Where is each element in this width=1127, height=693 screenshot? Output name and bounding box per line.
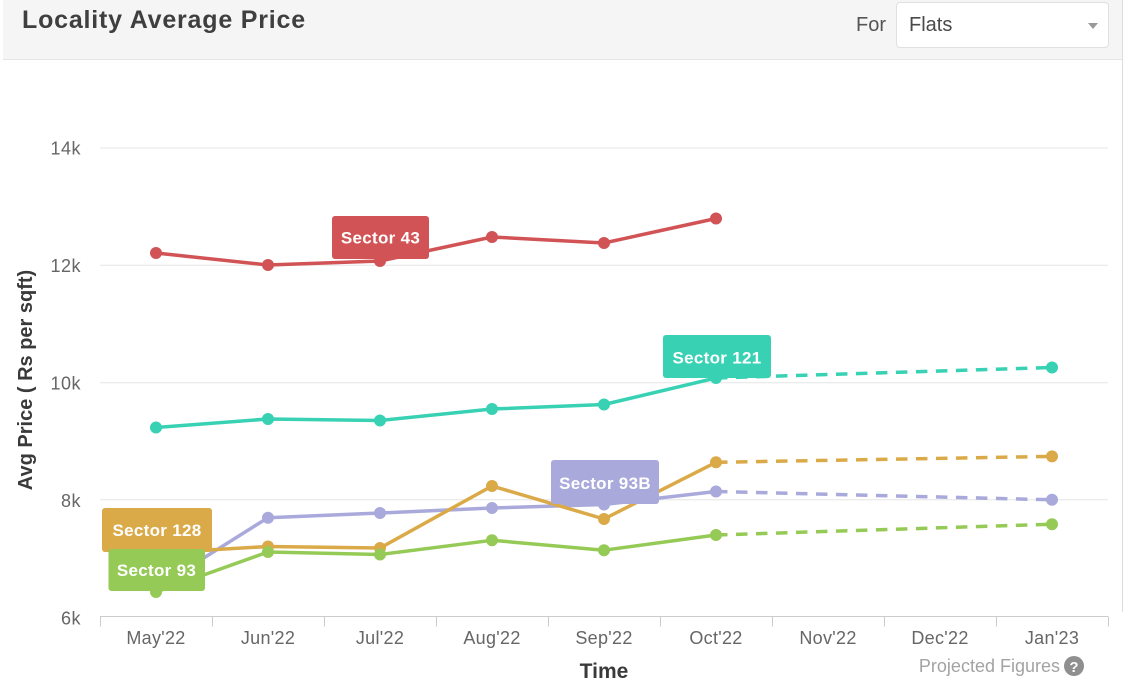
svg-text:Sector 128: Sector 128 <box>113 521 202 540</box>
svg-text:Projected Figures: Projected Figures <box>919 656 1060 676</box>
svg-text:Avg Price ( Rs per sqft): Avg Price ( Rs per sqft) <box>15 270 37 490</box>
svg-text:Sector 121: Sector 121 <box>673 349 762 368</box>
svg-text:Sep'22: Sep'22 <box>575 628 632 648</box>
svg-text:Nov'22: Nov'22 <box>799 628 856 648</box>
svg-text:12k: 12k <box>50 256 81 276</box>
svg-text:Jan'23: Jan'23 <box>1025 628 1079 648</box>
svg-text:6k: 6k <box>61 609 82 629</box>
svg-text:14k: 14k <box>50 139 81 159</box>
svg-text:Jun'22: Jun'22 <box>241 628 295 648</box>
svg-text:May'22: May'22 <box>126 628 185 648</box>
svg-text:10k: 10k <box>50 374 81 394</box>
svg-text:Sector 93B: Sector 93B <box>559 474 651 493</box>
svg-text:Sector 43: Sector 43 <box>341 229 420 248</box>
svg-text:Sector 93: Sector 93 <box>117 561 196 580</box>
svg-text:8k: 8k <box>61 491 82 511</box>
svg-text:Aug'22: Aug'22 <box>463 628 520 648</box>
svg-text:Oct'22: Oct'22 <box>689 628 742 648</box>
svg-text:Time: Time <box>580 660 629 683</box>
svg-text:Jul'22: Jul'22 <box>356 628 404 648</box>
svg-text:?: ? <box>1069 659 1078 676</box>
svg-text:Dec'22: Dec'22 <box>911 628 968 648</box>
